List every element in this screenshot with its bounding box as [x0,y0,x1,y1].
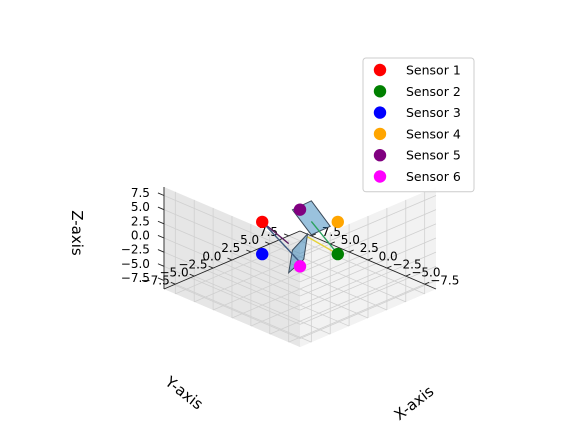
x-tick-label: 2.5 [360,241,379,255]
legend-marker-6 [373,170,387,183]
grid-line [250,251,388,311]
z-tick-mark [157,249,165,253]
y-tick-mark [265,241,270,245]
legend-label-6: Sensor 6 [406,169,461,184]
legend-box [362,57,475,193]
surface-2 [287,232,309,275]
y-tick-label: −5.0 [160,265,189,279]
legend-label-1: Sensor 1 [406,63,461,78]
grid-line [194,243,331,303]
y-tick-mark [170,281,176,285]
grid-lines [163,191,437,343]
grid-line [299,237,437,297]
y-tick-label: 2.5 [221,241,240,255]
grid-line [299,223,437,283]
grid-line [163,209,301,269]
legend-label-2: Sensor 2 [406,84,461,99]
y-tick-label: 7.5 [259,225,278,239]
y-tick-mark [283,233,289,237]
point-sensor-4 [331,215,344,229]
z-tick-label: 7.5 [131,186,150,200]
z-tick-mark [157,277,165,281]
z-tick-label: 5.0 [131,200,150,214]
point-sensor-6 [293,260,307,273]
y-tick-label: 5.0 [240,233,259,247]
grid-line [299,195,437,254]
point-sensor-3 [256,247,269,261]
legend-marker-3 [373,106,387,119]
legend-label-5: Sensor 5 [406,148,461,163]
legend-marker-1 [373,63,387,77]
legend-label-3: Sensor 3 [406,105,461,120]
z-tick-label: −7.5 [121,271,150,285]
z-tick-mark [157,220,165,225]
x-tick-mark [311,233,317,237]
x-tick-label: 7.5 [322,225,341,239]
y-tick-mark [189,273,195,277]
point-sensor-1 [256,215,269,229]
z-tick-mark [157,192,165,196]
grid-line [163,237,301,297]
y-axis-label: Y-axis [161,372,207,413]
legend-label-4: Sensor 4 [406,126,461,141]
x-tick-label: 0.0 [379,249,398,263]
grid-line [163,223,301,283]
legend-marker-4 [373,127,387,141]
grid-line [212,251,350,311]
z-tick-label: 2.5 [131,214,150,228]
z-tick-label: 0.0 [131,228,150,242]
tick-labels: −7.5−7.5−7.5 −5.0−5.0−5.0 −2.5−2.5−2.5 0.00… [121,186,460,288]
x-tick-label: 5.0 [341,233,360,247]
z-tick-label: −5.0 [121,257,150,271]
x-tick-mark [424,281,430,285]
point-sensor-5 [293,203,307,216]
grid-line [163,195,301,254]
z-axis-label: Z-axis [68,210,86,256]
x-axis-label: X-axis [391,382,438,424]
y-tick-mark [208,265,214,269]
grid-line [231,259,369,319]
grid-line [175,235,312,295]
y-tick-label: −7.5 [141,273,170,287]
data-points [256,203,344,273]
z-tick-label: −2.5 [121,243,150,257]
segment-1 [310,221,339,255]
grid-line [299,209,437,269]
y-tick-mark [227,257,233,261]
x-tick-mark [405,273,411,277]
x-tick-mark [367,257,373,261]
segment-4 [261,221,301,263]
x-tick-mark [330,241,335,245]
z-tick-mark [157,263,165,267]
x-tick-label: −7.5 [430,273,459,287]
y-tick-label: −2.5 [178,257,207,271]
x-tick-label: −5.0 [411,265,440,279]
z-tick-mark [157,235,165,239]
x-tick-label: −2.5 [392,257,421,271]
y-tick-mark [246,249,252,253]
y-tick-label: 0.0 [202,249,221,263]
grid-line [288,235,425,295]
legend-marker-2 [373,85,387,98]
x-tick-mark [386,265,392,269]
point-sensor-2 [331,247,344,261]
z-tick-mark [157,206,165,211]
legend: Sensor 1 Sensor 2 Sensor 3 Sensor 4 Sensor 5… [362,57,475,193]
x-tick-mark [348,249,354,253]
legend-marker-5 [373,149,387,162]
